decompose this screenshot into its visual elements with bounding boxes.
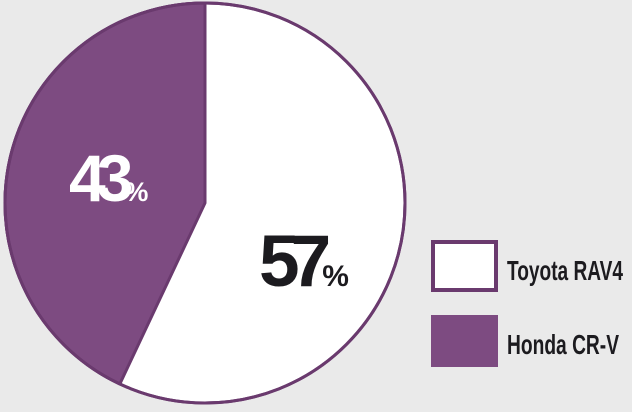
svg-text:Honda CR-V: Honda CR-V (507, 329, 619, 360)
svg-text:Toyota RAV4: Toyota RAV4 (507, 255, 623, 286)
